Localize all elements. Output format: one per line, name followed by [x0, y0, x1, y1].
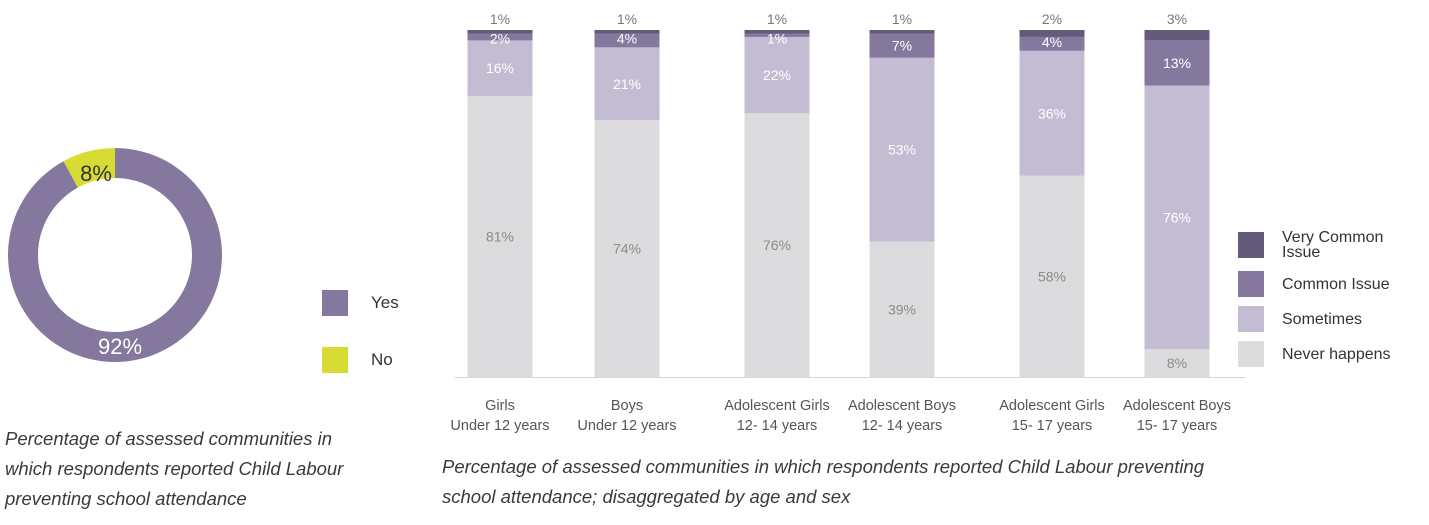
category-tick-label: Adolescent Boys 12- 14 years [837, 396, 967, 436]
bar-data-label: 1% [767, 30, 787, 46]
category-tick-label-line: Adolescent Girls [724, 398, 830, 414]
legend-label-no: No [371, 350, 393, 369]
bar-caption-line: school attendance; disaggregated by age … [442, 486, 851, 507]
legend-item-never: Never happens [1238, 341, 1412, 367]
category-tick-label-line: Adolescent Boys [1122, 398, 1231, 414]
bar-data-label: 58% [1038, 268, 1066, 284]
bar-segment [744, 36, 810, 114]
bar-chart-caption: Percentage of assessed communities in wh… [442, 452, 1242, 512]
legend-swatch-never [1238, 341, 1264, 367]
category-tick-label-line: 15- 17 years [1136, 418, 1218, 434]
bar-segment [1144, 349, 1210, 377]
bar-caption-line: Percentage of assessed communities in wh… [442, 456, 1205, 477]
bar-data-label: 1% [617, 11, 637, 27]
category-tick-label: Girls Under 12 years [435, 396, 565, 436]
bar-data-label: 21% [613, 76, 641, 92]
bar-segment [467, 40, 533, 96]
legend-item-common: Common Issue [1238, 271, 1412, 297]
bar-data-label: 76% [763, 237, 791, 253]
category-tick-label: Adolescent Boys 15- 17 years [1112, 396, 1242, 436]
bar-segment [594, 120, 660, 377]
bar-segment [1019, 36, 1085, 51]
stacked-bar-chart: 81% 16% 2% 1% 74% 21% 4% 1% 76% 22% 1% 1% 39% 53% 7% 1%… [455, 11, 1245, 378]
category-tick-label: Adolescent Girls 12- 14 years [712, 396, 842, 436]
donut-slice-no [63, 148, 115, 188]
bar-segment [1019, 175, 1085, 377]
legend-item-sometimes: Sometimes [1238, 306, 1412, 332]
bar-segment [869, 30, 935, 34]
bar-segment [869, 57, 935, 242]
bar-data-label: 2% [1042, 11, 1062, 27]
category-tick-label-line: 12- 14 years [736, 418, 818, 434]
bar-legend: Very Common Issue Common Issue Sometimes… [1238, 225, 1423, 375]
bar-data-label: 81% [486, 228, 514, 244]
bar-segment [467, 95, 533, 378]
legend-label-very-common: Very Common Issue [1282, 229, 1384, 261]
donut-slice-yes [7, 148, 222, 362]
bar-data-label: 1% [490, 11, 510, 27]
legend-label-yes: Yes [371, 293, 399, 312]
bar-segment [869, 241, 935, 377]
legend-label-sometimes: Sometimes [1282, 310, 1363, 328]
category-tick-label: Adolescent Girls 15- 17 years [987, 396, 1117, 436]
legend-label-common: Common Issue [1282, 275, 1390, 293]
donut-caption-line: Percentage of assessed communities in [5, 428, 333, 449]
bar-segment [1019, 50, 1085, 176]
bar-segment [869, 33, 935, 58]
category-tick-label-line: 15- 17 years [1011, 418, 1093, 434]
legend-swatch-sometimes [1238, 306, 1264, 332]
donut-caption-line: which respondents reported Child Labour [5, 458, 344, 479]
bar-data-label: 7% [892, 38, 912, 54]
legend-item-yes: Yes [322, 290, 399, 316]
category-tick-label-line: Under 12 years [450, 418, 550, 434]
bar-segment [744, 113, 810, 377]
bar-segment [1144, 85, 1210, 350]
legend-swatch-very-common [1238, 232, 1264, 258]
bar-data-label: 16% [486, 60, 514, 76]
bar-data-label: 4% [1042, 34, 1062, 50]
donut-caption: Percentage of assessed communities in wh… [5, 424, 435, 514]
bar-segment [1144, 30, 1210, 41]
legend-item-very-common: Very Common Issue [1238, 229, 1412, 261]
legend-swatch-common [1238, 271, 1264, 297]
donut-chart: 92% 8% [7, 148, 222, 362]
category-tick-label-line: Boys [610, 398, 644, 414]
donut-label-no: 8% [80, 161, 112, 186]
legend-swatch-yes [322, 290, 348, 316]
bar-segment [594, 33, 660, 48]
legend-swatch-no [322, 347, 348, 373]
bar-data-label: 74% [613, 241, 641, 257]
legend-item-no: No [322, 347, 393, 373]
bar-data-label: 1% [767, 11, 787, 27]
donut-caption-line: preventing school attendance [5, 488, 247, 509]
bar-data-label: 3% [1167, 11, 1187, 27]
bar-data-label: 4% [617, 30, 637, 46]
bar-segment [744, 33, 810, 37]
bar-data-label: 2% [490, 30, 510, 46]
bar-data-label: 39% [888, 301, 916, 317]
bar-data-label: 13% [1163, 55, 1191, 71]
bar-data-label: 8% [1167, 355, 1187, 371]
bar-segment [594, 30, 660, 34]
donut-label-yes: 92% [98, 334, 142, 359]
bar-segment [1144, 40, 1210, 86]
bar-segment [594, 47, 660, 121]
bar-segment [1019, 30, 1085, 37]
legend-label-never: Never happens [1282, 345, 1391, 363]
bar-segment [467, 33, 533, 41]
bar-data-label: 76% [1163, 209, 1191, 225]
category-tick-label-line: Girls [485, 398, 515, 414]
bar-data-label: 36% [1038, 105, 1066, 121]
bar-data-label: 1% [892, 11, 912, 27]
bar-data-label: 22% [763, 67, 791, 83]
category-tick-label: Boys Under 12 years [562, 396, 692, 436]
bar-segment [744, 30, 810, 34]
category-tick-label-line: Under 12 years [577, 418, 677, 434]
bar-segment [467, 30, 533, 34]
category-tick-label-line: Adolescent Girls [999, 398, 1105, 414]
category-tick-label-line: 12- 14 years [861, 418, 943, 434]
bar-data-label: 53% [888, 142, 916, 158]
category-tick-label-line: Adolescent Boys [847, 398, 956, 414]
